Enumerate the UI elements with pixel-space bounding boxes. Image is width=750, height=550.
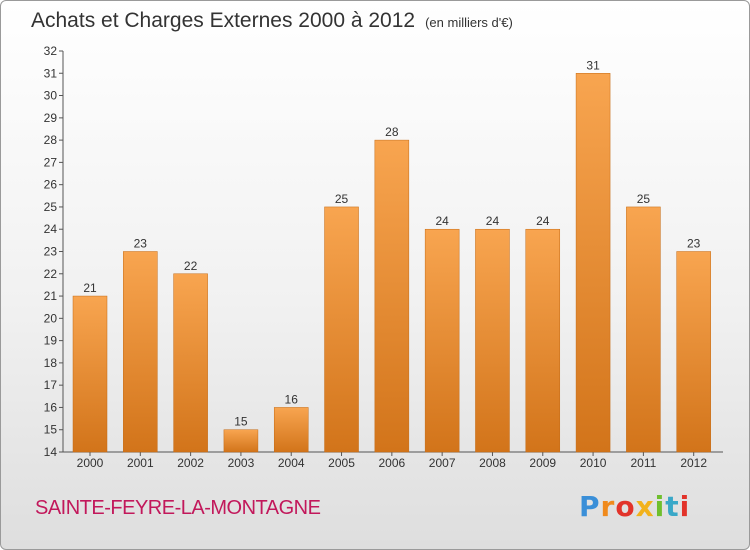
bar-2010: [575, 73, 611, 453]
x-tick-label-2005: 2005: [328, 456, 355, 470]
x-tick-label-2001: 2001: [127, 456, 154, 470]
y-tick-label: 15: [44, 423, 58, 437]
bar-2009: [525, 228, 561, 453]
data-label-2002: 22: [184, 259, 198, 273]
y-tick-label: 26: [44, 178, 58, 192]
y-tick-label: 27: [44, 155, 58, 169]
y-tick-label: 18: [44, 356, 58, 370]
bar-2011: [626, 206, 661, 453]
x-tick-label-2002: 2002: [177, 456, 204, 470]
y-tick-label: 31: [44, 66, 58, 80]
y-tick-label: 29: [44, 111, 58, 125]
x-tick-label-2007: 2007: [429, 456, 456, 470]
y-tick-label: 25: [44, 200, 58, 214]
data-label-2003: 15: [234, 415, 248, 429]
y-tick-label: 23: [44, 245, 58, 259]
bar-2008: [475, 228, 510, 453]
chart-unit: (en milliers d'€): [425, 15, 513, 30]
x-tick-label-2004: 2004: [278, 456, 305, 470]
bar-2006: [374, 139, 410, 453]
bar-2000: [72, 295, 108, 453]
x-tick-label-2009: 2009: [529, 456, 556, 470]
y-tick-label: 19: [44, 334, 58, 348]
y-tick-label: 21: [44, 289, 58, 303]
bar-2004: [273, 407, 309, 453]
x-tick-label-2012: 2012: [680, 456, 707, 470]
y-tick-label: 24: [44, 222, 58, 236]
x-tick-label-2008: 2008: [479, 456, 506, 470]
bar-2007: [424, 228, 460, 453]
y-tick-label: 22: [44, 267, 58, 281]
x-tick-label-2003: 2003: [228, 456, 255, 470]
data-label-2005: 25: [335, 192, 349, 206]
x-tick-label-2000: 2000: [77, 456, 104, 470]
town-name: SAINTE-FEYRE-LA-MONTAGNE: [35, 497, 321, 519]
data-label-2012: 23: [687, 237, 701, 251]
data-label-2006: 28: [385, 125, 399, 139]
y-tick-label: 28: [44, 133, 58, 147]
y-tick-label: 14: [44, 445, 58, 459]
y-tick-label: 16: [44, 400, 58, 414]
x-tick-label-2011: 2011: [630, 456, 656, 470]
data-label-2001: 23: [134, 237, 148, 251]
data-label-2010: 31: [586, 58, 600, 72]
y-tick-label: 32: [44, 44, 58, 58]
x-tick-label-2010: 2010: [580, 456, 607, 470]
bar-2005: [324, 206, 359, 453]
bar-2001: [123, 251, 158, 453]
bar-2012: [676, 251, 711, 453]
x-tick-label-2006: 2006: [378, 456, 405, 470]
data-label-2011: 25: [637, 192, 651, 206]
data-label-2009: 24: [536, 214, 550, 228]
y-tick-label: 20: [44, 311, 58, 325]
y-tick-label: 30: [44, 89, 58, 103]
data-label-2008: 24: [486, 214, 500, 228]
bar-2002: [173, 273, 208, 453]
bar-2003: [223, 429, 259, 453]
data-label-2007: 24: [435, 214, 449, 228]
data-label-2004: 16: [285, 392, 299, 406]
data-label-2000: 21: [83, 281, 97, 295]
y-tick-label: 17: [44, 378, 58, 392]
proxiti-logo: Proxiti: [579, 490, 691, 523]
chart-title: Achats et Charges Externes 2000 à 2012 (e…: [31, 9, 513, 32]
